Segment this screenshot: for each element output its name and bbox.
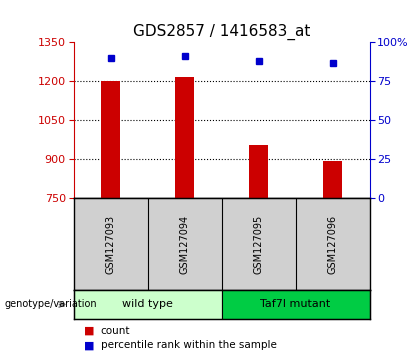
Text: GSM127095: GSM127095	[254, 215, 264, 274]
Bar	[175, 77, 194, 198]
Bar	[74, 290, 222, 319]
Text: Taf7l mutant: Taf7l mutant	[260, 299, 331, 309]
Text: genotype/variation: genotype/variation	[4, 299, 97, 309]
Text: ■: ■	[84, 326, 94, 336]
Bar	[249, 145, 268, 198]
Text: GSM127096: GSM127096	[328, 215, 338, 274]
Text: percentile rank within the sample: percentile rank within the sample	[101, 340, 277, 350]
Title: GDS2857 / 1416583_at: GDS2857 / 1416583_at	[133, 23, 310, 40]
Text: GSM127093: GSM127093	[105, 215, 116, 274]
Bar	[222, 290, 370, 319]
Bar	[101, 81, 120, 198]
Text: wild type: wild type	[122, 299, 173, 309]
Text: GSM127094: GSM127094	[179, 215, 189, 274]
Bar	[323, 161, 342, 198]
Text: count: count	[101, 326, 130, 336]
Text: ■: ■	[84, 340, 94, 350]
